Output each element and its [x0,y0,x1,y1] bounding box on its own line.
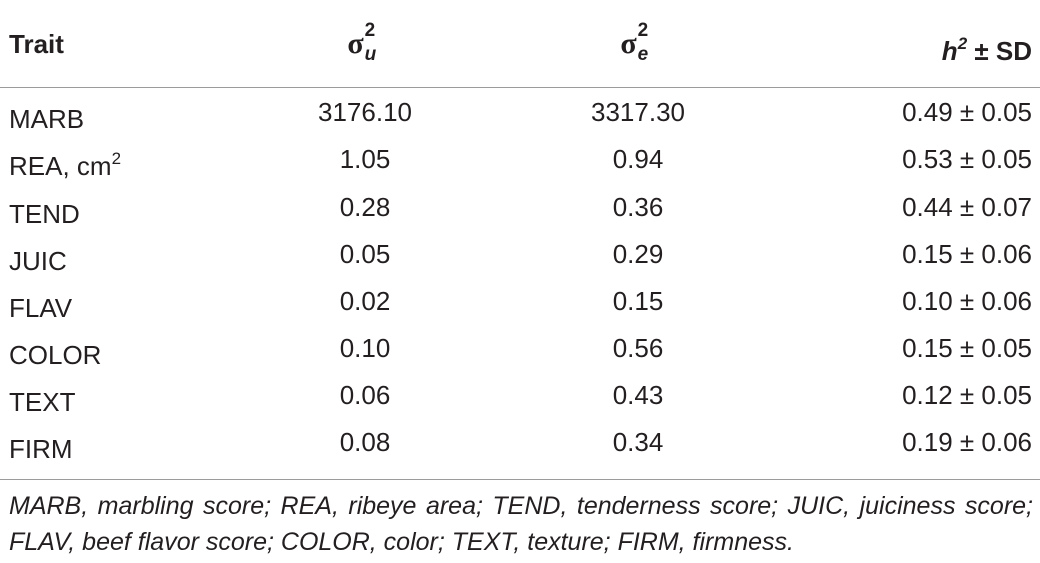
table-row: JUIC 0.05 0.29 0.15 ± 0.06 [0,234,1040,276]
cell-sigma-u: 0.02 [339,286,391,316]
cell-sigma-e: 0.36 [612,192,664,222]
header-divider [0,87,1040,88]
header-heritability: h2 ± SD [942,16,1032,79]
cell-h2: 0.15 ± 0.06 [902,239,1032,269]
table-row: FLAV 0.02 0.15 0.10 ± 0.06 [0,281,1040,323]
table-row: COLOR 0.10 0.56 0.15 ± 0.05 [0,328,1040,370]
trait-label: FIRM [9,434,73,464]
table-bottom-rule [0,479,1040,480]
cell-trait: MARB [9,92,84,139]
cell-sigma-u: 0.05 [339,239,391,269]
trait-label: REA, cm [9,151,112,181]
cell-sigma-e: 0.34 [612,427,664,457]
trait-label: TEND [9,199,80,229]
cell-sigma-e: 0.29 [612,239,664,269]
cell-trait: TEXT [9,375,75,422]
cell-trait: COLOR [9,328,101,375]
cell-sigma-u: 0.06 [339,380,391,410]
cell-h2: 0.19 ± 0.06 [902,427,1032,457]
table-row: REA, cm2 1.05 0.94 0.53 ± 0.05 [0,139,1040,181]
sigma-u-symbol: σ [347,27,364,60]
sigma-u-sup: 2 [364,20,376,42]
h-sup: 2 [957,34,968,53]
cell-trait: TEND [9,187,80,234]
cell-sigma-e: 0.94 [612,144,664,174]
h-rest: ± SD [967,36,1032,66]
table-row: TEXT 0.06 0.43 0.12 ± 0.05 [0,375,1040,417]
cell-trait: JUIC [9,234,67,281]
trait-label: JUIC [9,246,67,276]
table-footnote: MARB, marbling score; REA, ribeye area; … [9,492,1033,556]
table-row: MARB 3176.10 3317.30 0.49 ± 0.05 [0,92,1040,134]
cell-sigma-u: 0.10 [339,333,391,363]
sigma-u-sub: u [364,44,377,66]
cell-h2: 0.12 ± 0.05 [902,380,1032,410]
cell-sigma-u: 0.28 [339,192,391,222]
sigma-e-sup: 2 [637,20,649,42]
cell-sigma-u: 0.08 [339,427,391,457]
h-symbol: h [941,36,958,66]
cell-h2: 0.49 ± 0.05 [902,97,1032,127]
cell-sigma-e: 0.43 [612,380,664,410]
cell-sigma-e: 0.15 [612,286,664,316]
cell-h2: 0.15 ± 0.05 [902,333,1032,363]
cell-h2: 0.10 ± 0.06 [902,286,1032,316]
table-row: TEND 0.28 0.36 0.44 ± 0.07 [0,187,1040,229]
trait-sup: 2 [111,149,122,168]
cell-trait: FIRM [9,422,73,469]
cell-h2: 0.53 ± 0.05 [902,144,1032,174]
header-trait: Trait [9,29,64,59]
trait-label: FLAV [9,293,73,323]
sigma-e-symbol: σ [620,27,637,60]
cell-h2: 0.44 ± 0.07 [902,192,1032,222]
cell-sigma-e: 3317.30 [591,97,685,127]
cell-sigma-u: 3176.10 [318,97,412,127]
trait-label: MARB [9,104,85,134]
cell-sigma-e: 0.56 [612,333,664,363]
cell-trait: REA, cm2 [9,139,121,186]
trait-label: COLOR [9,340,102,370]
cell-sigma-u: 1.05 [339,144,391,174]
trait-label: TEXT [9,387,76,417]
table-row: FIRM 0.08 0.34 0.19 ± 0.06 [0,422,1040,464]
sigma-e-sub: e [637,44,649,66]
cell-trait: FLAV [9,281,72,328]
